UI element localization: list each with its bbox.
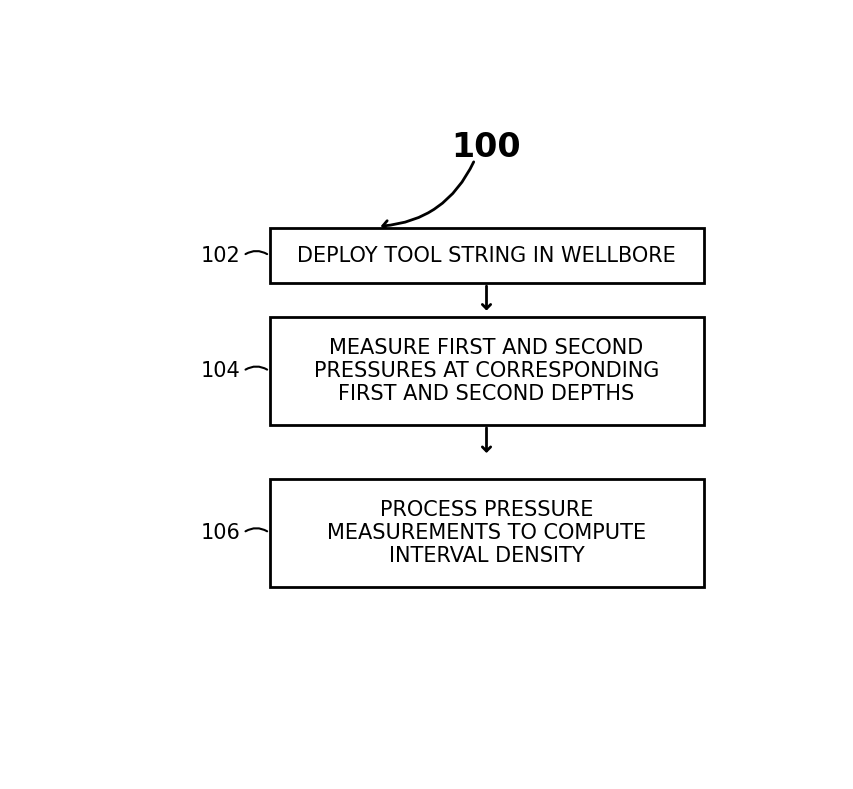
Bar [270, 479, 703, 587]
Text: MEASURE FIRST AND SECOND
PRESSURES AT CORRESPONDING
FIRST AND SECOND DEPTHS: MEASURE FIRST AND SECOND PRESSURES AT CO… [313, 338, 659, 404]
Bar [270, 317, 703, 425]
Text: 102: 102 [200, 245, 241, 266]
Text: 100: 100 [451, 131, 520, 164]
Text: 104: 104 [200, 361, 241, 381]
Text: 106: 106 [200, 523, 241, 543]
Bar [270, 228, 703, 283]
Text: DEPLOY TOOL STRING IN WELLBORE: DEPLOY TOOL STRING IN WELLBORE [297, 245, 675, 266]
Text: PROCESS PRESSURE
MEASUREMENTS TO COMPUTE
INTERVAL DENSITY: PROCESS PRESSURE MEASUREMENTS TO COMPUTE… [327, 499, 646, 566]
